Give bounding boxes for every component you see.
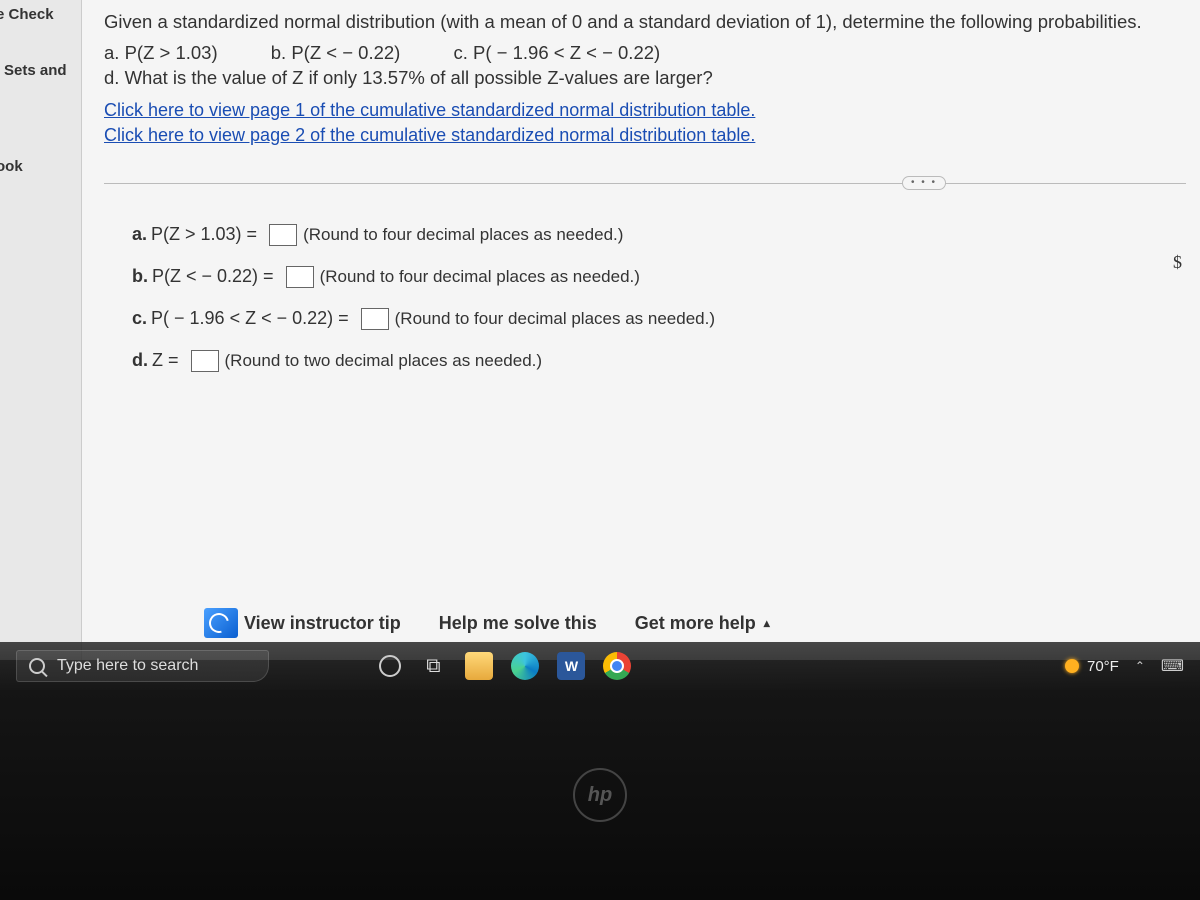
answer-d-expression: Z =	[152, 350, 179, 371]
system-tray: 70°F ⌃ ⌨	[1065, 656, 1192, 676]
answer-a-expression: P(Z > 1.03) =	[151, 224, 257, 245]
answer-b-input[interactable]	[286, 266, 314, 288]
answer-b-label: b.	[132, 266, 148, 287]
word-app-icon[interactable]: W	[557, 652, 585, 680]
help-me-solve-button[interactable]: Help me solve this	[439, 613, 597, 634]
sidebar-item-sets[interactable]: Sets and	[0, 58, 81, 84]
answer-b-expression: P(Z < − 0.22) =	[152, 266, 274, 287]
answer-row-c: c. P( − 1.96 < Z < − 0.22) = (Round to f…	[132, 308, 1186, 330]
windows-taskbar: Type here to search ⧉ W 70°F ⌃ ⌨	[0, 642, 1200, 690]
answer-d-label: d.	[132, 350, 148, 371]
sidebar-item-check[interactable]: e Check	[0, 2, 81, 28]
cortana-icon[interactable]	[379, 655, 401, 677]
more-options-pill[interactable]: • • •	[902, 176, 946, 190]
answer-c-input[interactable]	[361, 308, 389, 330]
table-link-page2[interactable]: Click here to view page 2 of the cumulat…	[104, 123, 1186, 148]
answer-c-expression: P( − 1.96 < Z < − 0.22) =	[151, 308, 349, 329]
question-d: d. What is the value of Z if only 13.57%…	[104, 64, 1186, 92]
question-a: a. P(Z > 1.03)	[104, 42, 218, 64]
divider-line	[104, 183, 1186, 184]
hp-logo: hp	[573, 768, 627, 822]
answer-a-hint: (Round to four decimal places as needed.…	[303, 225, 623, 245]
sidebar-item-book[interactable]: ook	[0, 154, 81, 180]
answers-block: a. P(Z > 1.03) = (Round to four decimal …	[132, 224, 1186, 372]
answer-a-input[interactable]	[269, 224, 297, 246]
help-row: View instructor tip Help me solve this G…	[204, 608, 770, 638]
task-view-icon[interactable]: ⧉	[419, 652, 447, 680]
question-b: b. P(Z < − 0.22)	[271, 42, 401, 64]
instructor-tip-icon	[204, 608, 238, 638]
sub-questions-row: a. P(Z > 1.03) b. P(Z < − 0.22) c. P( − …	[104, 42, 1186, 64]
answer-row-a: a. P(Z > 1.03) = (Round to four decimal …	[132, 224, 1186, 246]
taskbar-app-icons: ⧉ W	[379, 652, 631, 680]
answer-c-label: c.	[132, 308, 147, 329]
dollar-symbol: $	[1173, 252, 1182, 273]
answer-d-hint: (Round to two decimal places as needed.)	[225, 351, 543, 371]
search-icon	[29, 658, 45, 674]
laptop-bezel: hp	[0, 690, 1200, 900]
get-more-help-button[interactable]: Get more help ▴	[635, 613, 770, 634]
answer-row-d: d. Z = (Round to two decimal places as n…	[132, 350, 1186, 372]
tray-expand-icon[interactable]: ⌃	[1135, 659, 1145, 673]
keyboard-icon[interactable]: ⌨	[1161, 656, 1184, 676]
left-sidebar: e Check Sets and ook	[0, 0, 82, 660]
answer-c-hint: (Round to four decimal places as needed.…	[395, 309, 715, 329]
caret-up-icon: ▴	[764, 616, 770, 630]
weather-widget[interactable]: 70°F	[1065, 658, 1119, 675]
answer-a-label: a.	[132, 224, 147, 245]
answer-row-b: b. P(Z < − 0.22) = (Round to four decima…	[132, 266, 1186, 288]
get-more-help-label: Get more help	[635, 613, 756, 634]
sun-icon	[1065, 659, 1079, 673]
section-divider: • • •	[104, 176, 1186, 190]
table-link-page1[interactable]: Click here to view page 1 of the cumulat…	[104, 98, 1186, 123]
question-c: c. P( − 1.96 < Z < − 0.22)	[453, 42, 660, 64]
chrome-browser-icon[interactable]	[603, 652, 631, 680]
taskbar-search[interactable]: Type here to search	[16, 650, 269, 682]
view-instructor-tip-button[interactable]: View instructor tip	[204, 608, 401, 638]
question-panel: Given a standardized normal distribution…	[82, 0, 1200, 660]
view-instructor-tip-label: View instructor tip	[244, 613, 401, 634]
file-explorer-icon[interactable]	[465, 652, 493, 680]
edge-browser-icon[interactable]	[511, 652, 539, 680]
problem-intro: Given a standardized normal distribution…	[104, 8, 1186, 36]
answer-d-input[interactable]	[191, 350, 219, 372]
temperature-label: 70°F	[1087, 658, 1119, 675]
search-placeholder: Type here to search	[57, 657, 198, 675]
answer-b-hint: (Round to four decimal places as needed.…	[320, 267, 640, 287]
